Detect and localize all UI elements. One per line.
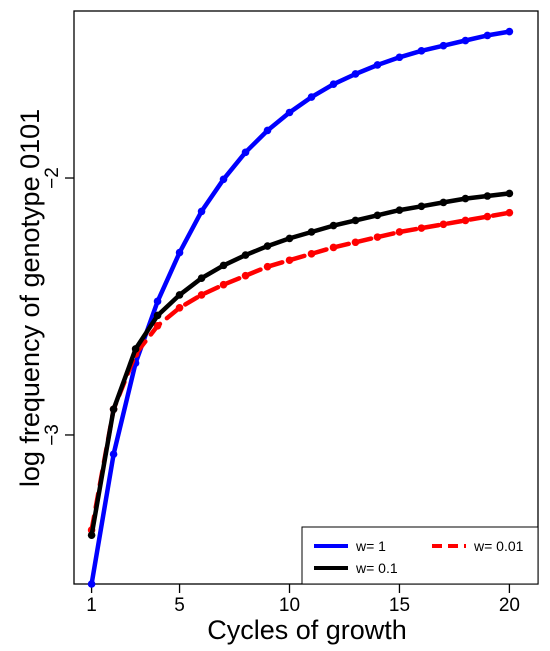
series-line — [89, 29, 512, 587]
series-point — [461, 36, 470, 45]
series-point — [439, 198, 448, 207]
series-point — [285, 234, 294, 243]
y-tick-label: −3 — [42, 424, 63, 446]
series-point — [131, 345, 140, 353]
x-axis-label: Cycles of growth — [207, 615, 407, 645]
series-point — [175, 303, 184, 312]
series-point — [241, 271, 250, 280]
series-point — [175, 291, 184, 299]
plot-frame — [73, 10, 539, 585]
series-point — [483, 192, 492, 200]
legend-label: w= 0.1 — [355, 560, 398, 576]
series-point — [175, 248, 184, 257]
series-point — [109, 405, 118, 414]
legend-label: w= 0.01 — [473, 538, 524, 554]
x-tick-label: 5 — [174, 595, 185, 616]
x-tick-label: 20 — [499, 595, 520, 616]
series-point — [219, 261, 228, 270]
x-tick-label: 1 — [86, 595, 97, 616]
series-point — [351, 70, 360, 78]
y-tick-label: −2 — [42, 167, 63, 189]
series-point — [461, 216, 470, 225]
series-point — [285, 256, 294, 265]
series-line — [89, 191, 512, 538]
series-layer — [87, 27, 514, 588]
series-point — [87, 531, 96, 539]
series-point — [109, 450, 118, 459]
series-point — [307, 228, 316, 236]
x-axis: 1 5 10 15 20 — [86, 584, 520, 616]
series-point — [241, 251, 250, 259]
x-tick-label: 15 — [389, 595, 410, 616]
series-point — [263, 126, 272, 135]
series-point — [197, 291, 206, 299]
series-point — [153, 297, 162, 306]
legend-box — [301, 526, 539, 585]
series-point — [307, 93, 316, 101]
series-point — [263, 242, 272, 250]
series-line — [89, 210, 512, 533]
series-point — [329, 221, 338, 230]
legend-label: w= 1 — [355, 538, 386, 554]
series-point — [153, 311, 162, 320]
series-point — [505, 189, 514, 198]
series-point — [197, 274, 206, 283]
y-axis: −3 −2 — [42, 167, 74, 446]
series-point — [373, 233, 382, 241]
series-point — [417, 224, 426, 232]
series-point — [373, 211, 382, 220]
series-point — [417, 202, 426, 211]
series-point — [197, 207, 206, 216]
series-point — [241, 148, 250, 157]
series-point — [329, 243, 338, 252]
series-point — [263, 262, 272, 271]
series-point — [505, 208, 514, 217]
y-axis-label: log frequency of genotype 0101 — [15, 109, 45, 487]
series-point — [395, 228, 404, 236]
series-point — [153, 321, 162, 330]
series-point — [483, 31, 492, 40]
series-point — [351, 238, 360, 247]
series-point — [417, 47, 426, 55]
series-point — [373, 61, 382, 69]
series-point — [307, 250, 316, 258]
series-point — [461, 194, 470, 203]
x-tick-label: 10 — [279, 595, 300, 616]
series-point — [285, 108, 294, 117]
legend: w= 1 w= 0.1 w= 0.01 — [301, 526, 539, 585]
series-point — [219, 280, 228, 289]
series-point — [87, 580, 96, 588]
series-point — [351, 216, 360, 225]
series-point — [395, 206, 404, 214]
series-point — [395, 53, 404, 62]
series-point — [439, 41, 448, 50]
series-point — [505, 27, 514, 36]
series-point — [219, 175, 228, 184]
series-point — [483, 212, 492, 221]
series-point — [329, 80, 338, 89]
series-point — [439, 220, 448, 229]
